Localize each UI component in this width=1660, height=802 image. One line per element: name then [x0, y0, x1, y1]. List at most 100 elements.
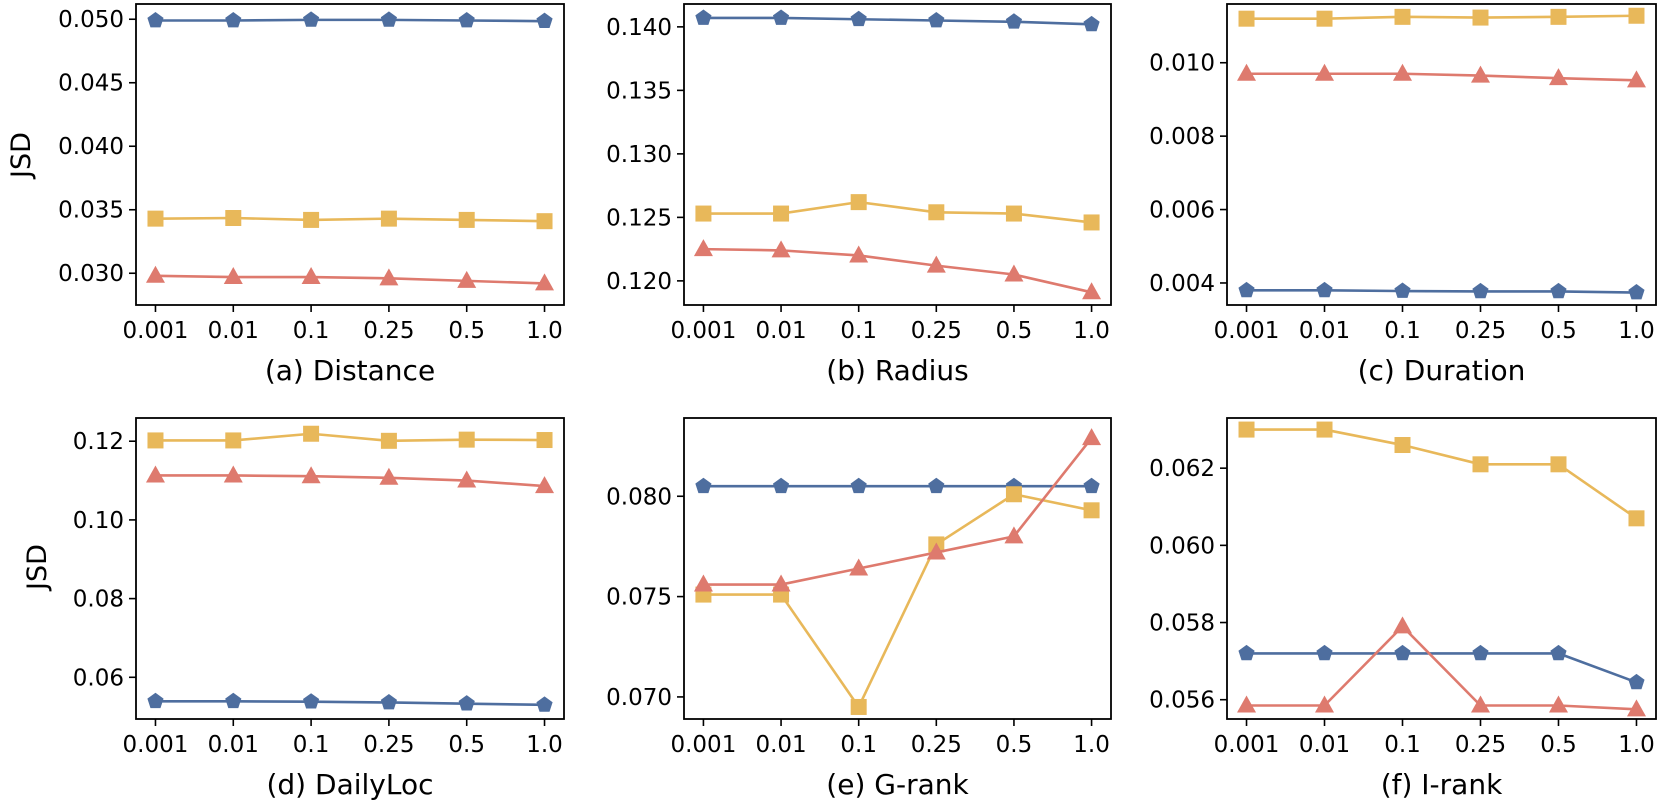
y-tick-label: 0.125	[606, 205, 672, 231]
panel-6: 0.001 0.01 0.1 0.25 0.5 1.0 0.056 0.058 0.060 0.0…	[1149, 417, 1657, 801]
series-line-blue	[1246, 289, 1637, 294]
data-point-yellow	[380, 210, 397, 227]
panel-caption: (c) Duration	[1358, 354, 1526, 387]
x-tick-label: 0.5	[996, 318, 1033, 344]
series-line-red	[703, 437, 1093, 586]
data-point-blue	[928, 477, 945, 494]
data-point-red	[301, 267, 321, 285]
x-tick-label: 0.25	[911, 318, 962, 344]
data-point-blue	[1238, 644, 1255, 661]
plot-frame	[683, 3, 1112, 306]
data-point-red	[849, 558, 869, 576]
series-line-yellow	[1246, 428, 1638, 520]
data-point-yellow	[225, 432, 242, 449]
x-tick-label: 0.01	[755, 318, 806, 344]
x-tick-label: 0.1	[293, 318, 330, 344]
data-point-yellow	[1005, 205, 1022, 222]
data-point-yellow	[1005, 486, 1022, 503]
panel-3: 0.001 0.01 0.1 0.25 0.5 1.0 0.004 0.006 0.008 0.0…	[1149, 3, 1657, 387]
data-point-yellow	[1083, 502, 1100, 519]
y-tick-label: 0.008	[1149, 124, 1215, 150]
data-point-red	[1082, 282, 1102, 300]
x-tick-label: 0.5	[448, 318, 485, 344]
data-point-blue	[1005, 13, 1023, 29]
data-point-yellow	[1550, 8, 1567, 25]
data-point-red	[1393, 63, 1413, 81]
data-point-blue	[303, 693, 320, 709]
data-point-yellow	[303, 425, 320, 442]
y-tick-label: 0.030	[58, 261, 124, 287]
x-tick-label: 0.1	[840, 318, 877, 344]
data-point-red	[1004, 264, 1024, 282]
y-tick-label: 0.006	[1149, 198, 1215, 224]
data-point-blue	[850, 10, 867, 27]
y-tick-label: 0.004	[1149, 271, 1215, 297]
y-tick-label: 0.10	[73, 508, 124, 534]
data-point-blue	[225, 12, 242, 28]
data-point-yellow	[536, 213, 553, 230]
data-point-blue	[772, 9, 790, 25]
data-point-blue	[458, 12, 475, 28]
x-tick-label: 1.0	[526, 732, 563, 758]
x-tick-label: 0.001	[1214, 318, 1280, 344]
x-tick-label: 1.0	[1073, 318, 1110, 344]
data-point-yellow	[225, 210, 242, 227]
data-point-yellow	[303, 211, 320, 228]
series-line-yellow	[703, 492, 1092, 709]
data-point-red	[1393, 616, 1413, 634]
y-tick-label: 0.050	[58, 7, 124, 33]
data-point-blue	[380, 11, 397, 27]
x-tick-label: 0.01	[755, 732, 806, 758]
x-tick-label: 0.001	[123, 732, 189, 758]
x-tick-label: 1.0	[1073, 732, 1110, 758]
x-tick-label: 1.0	[1618, 732, 1655, 758]
data-point-red	[1004, 526, 1024, 544]
x-tick-label: 0.01	[1299, 732, 1350, 758]
plot-frame	[683, 417, 1112, 720]
series-line-blue	[703, 16, 1092, 26]
y-tick-label: 0.060	[1149, 533, 1215, 559]
panel-4: 0.001 0.01 0.1 0.25 0.5 1.0 0.06 0.08 0.10 0.12 (d…	[73, 417, 565, 801]
data-point-yellow	[928, 204, 945, 221]
data-point-yellow	[1550, 456, 1567, 473]
data-point-yellow	[380, 432, 397, 449]
data-point-yellow	[1628, 7, 1645, 24]
data-point-blue	[1550, 282, 1567, 299]
x-tick-label: 0.001	[123, 318, 189, 344]
data-point-blue	[1316, 644, 1333, 661]
data-point-blue	[928, 12, 945, 28]
data-point-yellow	[1472, 9, 1489, 26]
series-line-yellow	[1246, 14, 1637, 20]
x-tick-label: 0.25	[1455, 732, 1506, 758]
y-tick-label: 0.062	[1149, 456, 1215, 482]
panel-caption: (e) G-rank	[826, 768, 969, 801]
data-point-red	[145, 465, 165, 483]
data-point-yellow	[147, 210, 164, 227]
data-point-blue	[536, 12, 553, 29]
data-point-yellow	[773, 205, 790, 222]
data-point-yellow	[536, 432, 553, 449]
data-point-red	[1626, 699, 1646, 717]
y-tick-label: 0.056	[1149, 688, 1215, 714]
data-point-blue	[1472, 282, 1489, 299]
data-point-blue	[695, 9, 712, 25]
data-point-red	[849, 245, 869, 263]
data-point-yellow	[1316, 421, 1333, 438]
y-tick-label: 0.058	[1149, 611, 1215, 637]
panel-caption: (b) Radius	[826, 354, 968, 387]
data-point-yellow	[1238, 421, 1255, 438]
series-line-red	[155, 474, 545, 488]
x-tick-label: 0.01	[1299, 318, 1350, 344]
x-tick-label: 0.1	[840, 732, 877, 758]
y-tick-label: 0.130	[606, 142, 672, 168]
x-tick-label: 0.5	[448, 732, 485, 758]
series-line-blue	[1246, 652, 1637, 684]
data-point-red	[1082, 428, 1102, 446]
data-point-red	[926, 255, 946, 273]
x-tick-label: 0.25	[911, 732, 962, 758]
data-point-red	[301, 466, 321, 484]
data-point-red	[535, 273, 555, 291]
x-tick-label: 0.5	[996, 732, 1033, 758]
data-point-red	[1470, 65, 1490, 83]
